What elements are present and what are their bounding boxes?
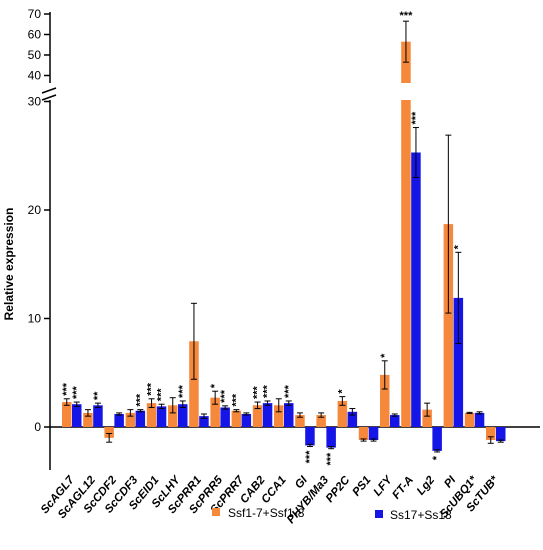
y-tick-label: 70 — [28, 7, 42, 21]
bar — [390, 415, 400, 427]
bar — [252, 405, 263, 427]
significance-label: *** — [262, 384, 274, 398]
significance-label: *** — [156, 388, 168, 402]
bar — [220, 407, 230, 427]
bar — [380, 374, 390, 427]
axis-break-mark-lower — [41, 94, 57, 101]
bar — [326, 427, 336, 448]
bar — [83, 412, 93, 427]
bar — [432, 427, 442, 451]
bar — [443, 224, 454, 427]
bar — [114, 413, 124, 427]
bar — [125, 412, 136, 427]
significance-label: *** — [410, 111, 422, 125]
plot-area: 010203040506070******ScAGL7**ScAGL12ScCD… — [28, 7, 540, 526]
significance-label: *** — [71, 385, 83, 399]
bar — [189, 341, 199, 427]
significance-label: *** — [134, 393, 146, 407]
significance-label: *** — [230, 393, 242, 407]
bar — [146, 403, 157, 427]
y-tick-label: 30 — [28, 95, 42, 109]
significance-label: * — [452, 244, 464, 249]
significance-label: ** — [92, 391, 104, 400]
y-tick-label: 50 — [28, 48, 42, 62]
significance-label: *** — [61, 382, 73, 396]
category-label: FT-A — [390, 474, 416, 501]
significance-label: * — [379, 353, 391, 358]
significance-label: *** — [252, 385, 264, 399]
bar — [135, 410, 146, 427]
bar — [62, 402, 72, 427]
bar — [496, 427, 506, 442]
category-label: PP2C — [324, 474, 353, 505]
bar — [316, 415, 326, 427]
bar — [474, 412, 485, 427]
bar — [422, 409, 432, 427]
bar — [486, 427, 496, 441]
significance-label: * — [431, 455, 443, 460]
significance-label: *** — [400, 10, 414, 22]
category-label: Lg2 — [415, 474, 438, 498]
significance-label: *** — [177, 384, 189, 398]
bar — [305, 427, 315, 446]
bar — [295, 415, 305, 427]
bar — [199, 416, 209, 427]
bar — [347, 411, 358, 427]
significance-label: *** — [146, 382, 158, 396]
bar — [464, 412, 475, 427]
y-axis-title: Relative expression — [2, 208, 16, 321]
y-tick-label: 0 — [34, 420, 41, 434]
y-tick-label: 40 — [28, 69, 42, 83]
legend-label-ssf1: Ssf1-7+Ssf1-8 — [228, 506, 305, 520]
bar — [72, 404, 82, 427]
bar — [104, 427, 114, 438]
significance-label: * — [336, 389, 348, 394]
bar — [284, 403, 294, 427]
y-tick-label: 60 — [28, 28, 42, 42]
bar — [156, 406, 167, 427]
bar — [178, 404, 188, 427]
bar — [337, 400, 348, 427]
significance-label: *** — [283, 384, 295, 398]
bar-segment-lower — [401, 100, 411, 427]
significance-label: *** — [219, 389, 231, 403]
legend-swatch-ss17 — [375, 510, 383, 518]
bar — [262, 403, 273, 427]
bar — [168, 405, 178, 427]
legend: Ssf1-7+Ssf1-8 Ss17+Ss18 — [212, 506, 452, 522]
bar — [93, 405, 103, 427]
category-label: GI — [293, 474, 311, 492]
bar — [411, 152, 421, 427]
category-label: PI — [442, 474, 459, 491]
significance-label: *** — [325, 452, 337, 466]
category-label: PS1 — [350, 474, 373, 498]
axis-break-mark-upper — [41, 87, 57, 94]
y-tick-label: 20 — [28, 203, 42, 217]
bar — [231, 410, 242, 427]
bar — [274, 405, 284, 427]
bar — [368, 427, 379, 441]
bar — [358, 427, 369, 441]
significance-label: * — [209, 383, 221, 388]
legend-label-ss17: Ss17+Ss18 — [390, 508, 452, 522]
bar — [210, 397, 220, 427]
legend-swatch-ssf1 — [212, 508, 220, 516]
significance-label: *** — [304, 450, 316, 464]
bar — [453, 297, 464, 427]
y-tick-label: 10 — [28, 312, 42, 326]
bar — [241, 413, 252, 427]
